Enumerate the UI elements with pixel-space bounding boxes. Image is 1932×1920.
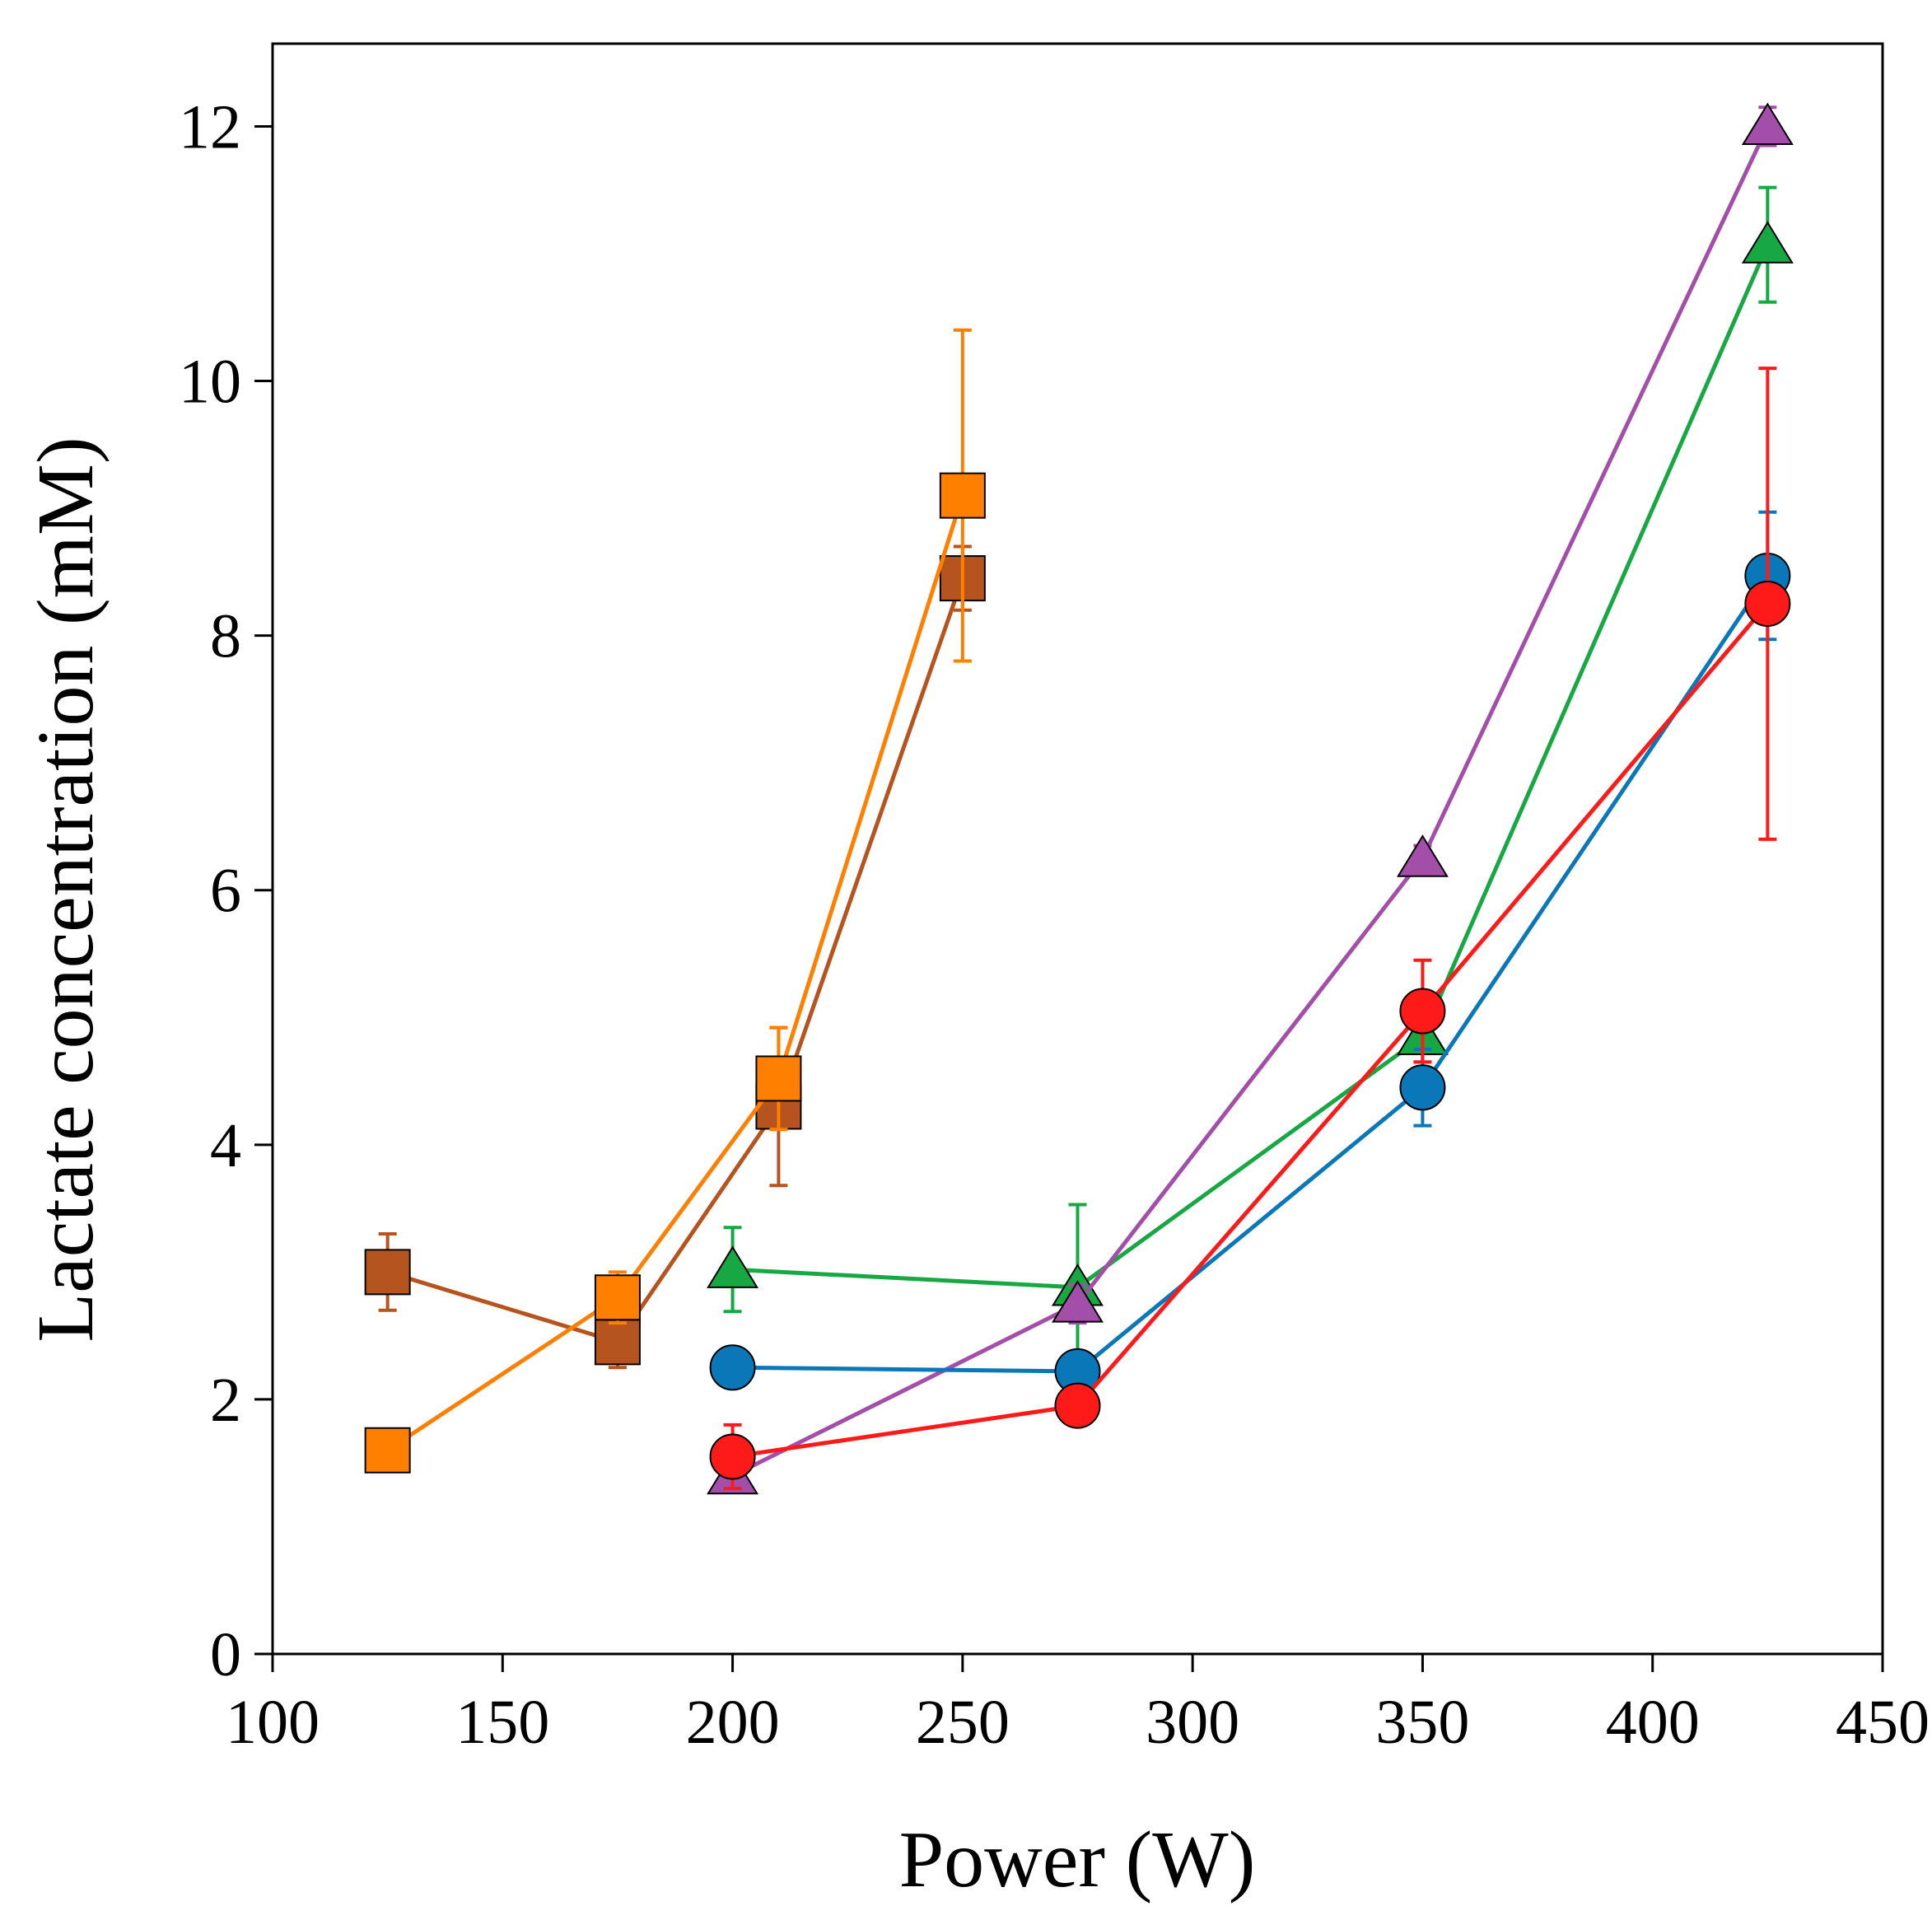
x-tick-label: 150 <box>455 1688 549 1757</box>
square-marker <box>594 1319 641 1366</box>
series-brown-squares <box>364 544 986 1370</box>
circle-marker <box>1054 1382 1101 1429</box>
plot-frame <box>271 42 1884 1656</box>
circle-marker <box>1399 1064 1446 1111</box>
x-tick-label: 100 <box>226 1688 320 1757</box>
series-orange-squares <box>364 328 986 1474</box>
circle-marker <box>1399 988 1446 1035</box>
square-marker <box>755 1055 802 1102</box>
series-line <box>731 125 1770 1478</box>
y-tick-label: 6 <box>210 857 241 926</box>
series-line <box>386 577 965 1345</box>
x-axis-label: Power (W) <box>899 1815 1256 1904</box>
series-line <box>386 494 965 1452</box>
series-purple-triangles <box>707 102 1794 1495</box>
x-tick-label: 250 <box>916 1688 1010 1757</box>
x-tick-label: 200 <box>686 1688 780 1757</box>
series-blue-circles <box>709 510 1791 1394</box>
x-tick-label: 450 <box>1836 1688 1930 1757</box>
triangle-marker <box>1741 221 1794 264</box>
series-line <box>732 602 1770 1459</box>
triangle-marker <box>1052 1280 1104 1323</box>
y-axis-label: Lactate concentration (mM) <box>21 437 110 1342</box>
triangle-marker <box>1741 102 1794 146</box>
square-marker <box>364 1249 411 1296</box>
triangle-marker <box>707 1245 759 1288</box>
series-line <box>732 244 1770 1290</box>
circle-marker <box>709 1433 756 1480</box>
y-tick-label: 8 <box>210 602 241 671</box>
square-marker <box>364 1427 411 1474</box>
square-marker <box>594 1274 641 1321</box>
y-tick-label: 10 <box>179 348 241 417</box>
y-tick-label: 12 <box>179 92 241 161</box>
x-tick-label: 350 <box>1375 1688 1469 1757</box>
y-tick-label: 2 <box>210 1366 241 1435</box>
y-tick-label: 0 <box>210 1620 241 1689</box>
y-tick-label: 4 <box>210 1111 241 1180</box>
square-marker <box>939 472 986 519</box>
series-red-circles <box>709 367 1791 1491</box>
triangle-marker <box>1396 834 1449 877</box>
circle-marker <box>1744 581 1791 627</box>
x-tick-label: 300 <box>1146 1688 1239 1757</box>
x-tick-label: 400 <box>1606 1688 1700 1757</box>
series-line <box>732 574 1770 1374</box>
circle-marker <box>709 1344 756 1391</box>
